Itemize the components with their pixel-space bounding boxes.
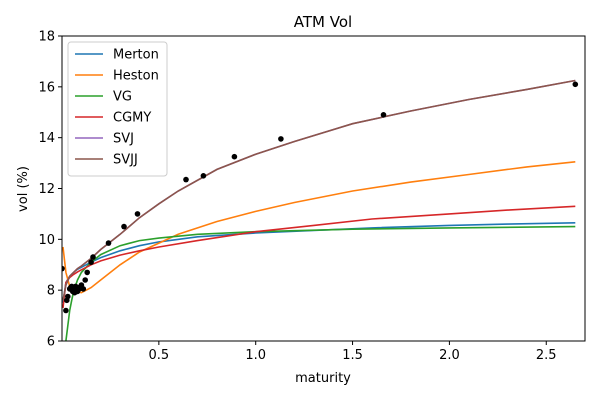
market-point bbox=[65, 293, 71, 300]
market-point bbox=[80, 286, 87, 292]
legend-label-vg: VG bbox=[113, 90, 132, 105]
y-axis: 6 8 10 12 14 16 18 bbox=[38, 30, 62, 350]
y-tick-label: 6 bbox=[47, 335, 55, 350]
series-line-vg bbox=[65, 225, 576, 341]
market-point bbox=[62, 265, 65, 272]
chart-title: ATM Vol bbox=[294, 13, 352, 31]
market-point bbox=[90, 254, 96, 260]
y-axis-label: vol (%) bbox=[16, 166, 31, 212]
y-tick-label: 16 bbox=[38, 80, 55, 95]
legend-label-heston: Heston bbox=[113, 69, 159, 84]
x-tick-label: 1.0 bbox=[245, 348, 266, 363]
market-point bbox=[121, 223, 127, 230]
market-point bbox=[82, 277, 88, 283]
legend: Merton Heston VG CGMY SVJ SVJJ bbox=[67, 41, 168, 177]
y-tick-label: 8 bbox=[47, 284, 55, 299]
y-tick-label: 10 bbox=[38, 233, 55, 248]
market-point bbox=[84, 269, 90, 276]
legend-label-svj: SVJ bbox=[113, 132, 134, 147]
y-tick-label: 12 bbox=[38, 182, 55, 197]
market-point bbox=[231, 153, 238, 160]
market-point bbox=[88, 259, 94, 266]
market-point bbox=[134, 211, 141, 217]
market-point bbox=[380, 112, 387, 118]
market-point bbox=[200, 173, 207, 179]
x-axis-label: maturity bbox=[295, 371, 351, 386]
x-axis: 0.5 1.0 1.5 2.0 2.5 bbox=[149, 341, 557, 363]
legend-label-svjj: SVJJ bbox=[113, 153, 138, 168]
market-point bbox=[183, 176, 189, 183]
y-tick-label: 18 bbox=[38, 30, 55, 45]
x-tick-label: 1.5 bbox=[342, 348, 363, 363]
market-point bbox=[105, 240, 112, 246]
market-point bbox=[63, 307, 69, 314]
y-tick-label: 14 bbox=[38, 131, 55, 146]
x-tick-label: 2.5 bbox=[536, 348, 557, 363]
series-line-svjj bbox=[62, 79, 576, 301]
x-tick-label: 0.5 bbox=[149, 348, 170, 363]
market-points-group bbox=[62, 81, 579, 314]
market-point bbox=[572, 81, 579, 88]
legend-label-merton: Merton bbox=[113, 48, 159, 63]
x-tick-label: 2.0 bbox=[439, 348, 460, 363]
legend-label-cgmy: CGMY bbox=[113, 111, 151, 126]
market-point bbox=[278, 136, 284, 142]
series-line-cgmy bbox=[62, 205, 576, 309]
